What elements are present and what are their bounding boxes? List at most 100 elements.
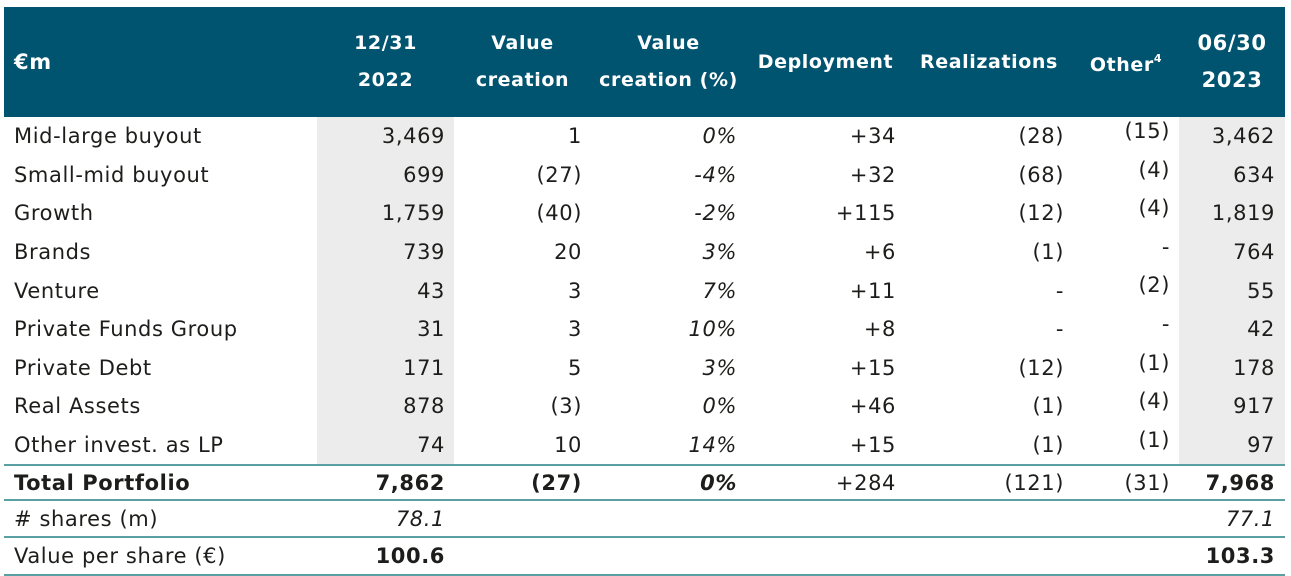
realizations: (1): [1032, 240, 1064, 265]
value-creation-pct: 14%: [688, 433, 737, 458]
realizations: (68): [1018, 162, 1064, 187]
value-creation-pct: -2%: [694, 201, 737, 226]
start-value: 74: [317, 425, 454, 466]
value-per-share-end: 103.3: [1179, 537, 1285, 576]
total-value-creation: (27): [454, 464, 591, 502]
start-value: 699: [317, 155, 454, 195]
header-end-date: 06/30 2023: [1179, 7, 1285, 117]
value-creation-pct: 3%: [702, 355, 737, 380]
value-creation: 1: [568, 124, 582, 149]
value-creation-pct: 0%: [702, 394, 737, 419]
end-value: 3,462: [1179, 117, 1285, 156]
end-value: 42: [1179, 309, 1285, 349]
value-creation: 10: [554, 433, 582, 458]
table-row: Mid-large buyout 3,469 1 0% +34 (28) (15…: [4, 117, 1285, 156]
total-value-creation-pct: 0%: [591, 464, 746, 502]
deployment: +34: [849, 124, 896, 149]
other: (2): [1138, 273, 1170, 298]
value-creation-pct: -4%: [694, 162, 737, 187]
header-start-date: 12/31 2022: [317, 7, 454, 117]
realizations: (1): [1032, 394, 1064, 419]
realizations: -: [1055, 317, 1064, 342]
total-deployment: +284: [746, 464, 905, 502]
start-value: 878: [317, 387, 454, 426]
end-value: 764: [1179, 232, 1285, 272]
realizations: -: [1055, 278, 1064, 303]
table-row: Brands 739 20 3% +6 (1) - 764: [4, 232, 1285, 272]
shares-row: # shares (m) 78.1 77.1: [4, 500, 1285, 539]
row-label: Brands: [14, 240, 92, 265]
row-label: Growth: [14, 201, 94, 226]
shares-start: 78.1: [317, 500, 454, 539]
deployment: +32: [849, 162, 896, 187]
row-label: Small-mid buyout: [14, 162, 210, 187]
shares-label: # shares (m): [4, 500, 317, 539]
realizations: (28): [1018, 124, 1064, 149]
end-value: 917: [1179, 387, 1285, 426]
header-other-label: Other: [1089, 54, 1154, 76]
other: (1): [1138, 350, 1170, 375]
header-other: Other4: [1073, 7, 1179, 117]
realizations: (1): [1032, 433, 1064, 458]
table-row: Private Funds Group 31 3 10% +8 - - 42: [4, 309, 1285, 349]
value-creation-pct: 0%: [702, 124, 737, 149]
portfolio-table: €m 12/31 2022 Value creation Value creat…: [4, 7, 1285, 576]
total-realizations: (121): [905, 464, 1073, 502]
realizations: (12): [1018, 355, 1064, 380]
end-value: 55: [1179, 271, 1285, 310]
start-value: 31: [317, 309, 454, 349]
other: (4): [1138, 196, 1170, 221]
table-row: Venture 43 3 7% +11 - (2) 55: [4, 271, 1285, 310]
table-row: Other invest. as LP 74 10 14% +15 (1) (1…: [4, 425, 1285, 466]
start-value: 43: [317, 271, 454, 310]
value-per-share-row: Value per share (€) 100.6 103.3: [4, 537, 1285, 576]
deployment: +6: [863, 240, 896, 265]
footnote-marker: 4: [1153, 52, 1163, 65]
deployment: +115: [835, 201, 896, 226]
header-deployment: Deployment: [746, 7, 905, 117]
table-row: Growth 1,759 (40) -2% +115 (12) (4) 1,81…: [4, 194, 1285, 233]
realizations: (12): [1018, 201, 1064, 226]
shares-end: 77.1: [1179, 500, 1285, 539]
row-label: Other invest. as LP: [14, 433, 224, 458]
other: -: [1161, 311, 1170, 336]
value-per-share-label: Value per share (€): [4, 537, 317, 576]
start-value: 171: [317, 348, 454, 388]
deployment: +46: [849, 394, 896, 419]
table-row: Small-mid buyout 699 (27) -4% +32 (68) (…: [4, 155, 1285, 195]
start-value: 3,469: [317, 117, 454, 156]
value-creation: (3): [550, 394, 582, 419]
total-end-value: 7,968: [1179, 464, 1285, 502]
deployment: +8: [863, 317, 896, 342]
end-value: 1,819: [1179, 194, 1285, 233]
value-creation-pct: 10%: [688, 317, 737, 342]
end-value: 634: [1179, 155, 1285, 195]
deployment: +15: [849, 433, 896, 458]
header-currency-unit: €m: [4, 7, 317, 117]
value-creation: 5: [568, 355, 582, 380]
total-start-value: 7,862: [317, 464, 454, 502]
header-realizations: Realizations: [905, 7, 1073, 117]
value-creation: 20: [554, 240, 582, 265]
row-label: Private Funds Group: [14, 317, 238, 342]
total-other: (31): [1073, 464, 1179, 502]
deployment: +11: [849, 278, 896, 303]
header-value-creation-pct: Value creation (%): [591, 7, 746, 117]
header-value-creation: Value creation: [454, 7, 591, 117]
value-creation-pct: 3%: [702, 240, 737, 265]
header-row: €m 12/31 2022 Value creation Value creat…: [4, 7, 1285, 117]
total-row: Total Portfolio 7,862 (27) 0% +284 (121)…: [4, 464, 1285, 502]
row-label: Mid-large buyout: [14, 124, 202, 149]
end-value: 97: [1179, 425, 1285, 466]
deployment: +15: [849, 355, 896, 380]
value-creation: 3: [568, 317, 582, 342]
start-value: 739: [317, 232, 454, 272]
other: (4): [1138, 389, 1170, 414]
other: (4): [1138, 157, 1170, 182]
row-label: Venture: [14, 278, 100, 303]
value-creation: (27): [536, 162, 582, 187]
value-creation-pct: 7%: [702, 278, 737, 303]
row-label: Real Assets: [14, 394, 141, 419]
other: (1): [1138, 427, 1170, 452]
row-label: Private Debt: [14, 355, 152, 380]
